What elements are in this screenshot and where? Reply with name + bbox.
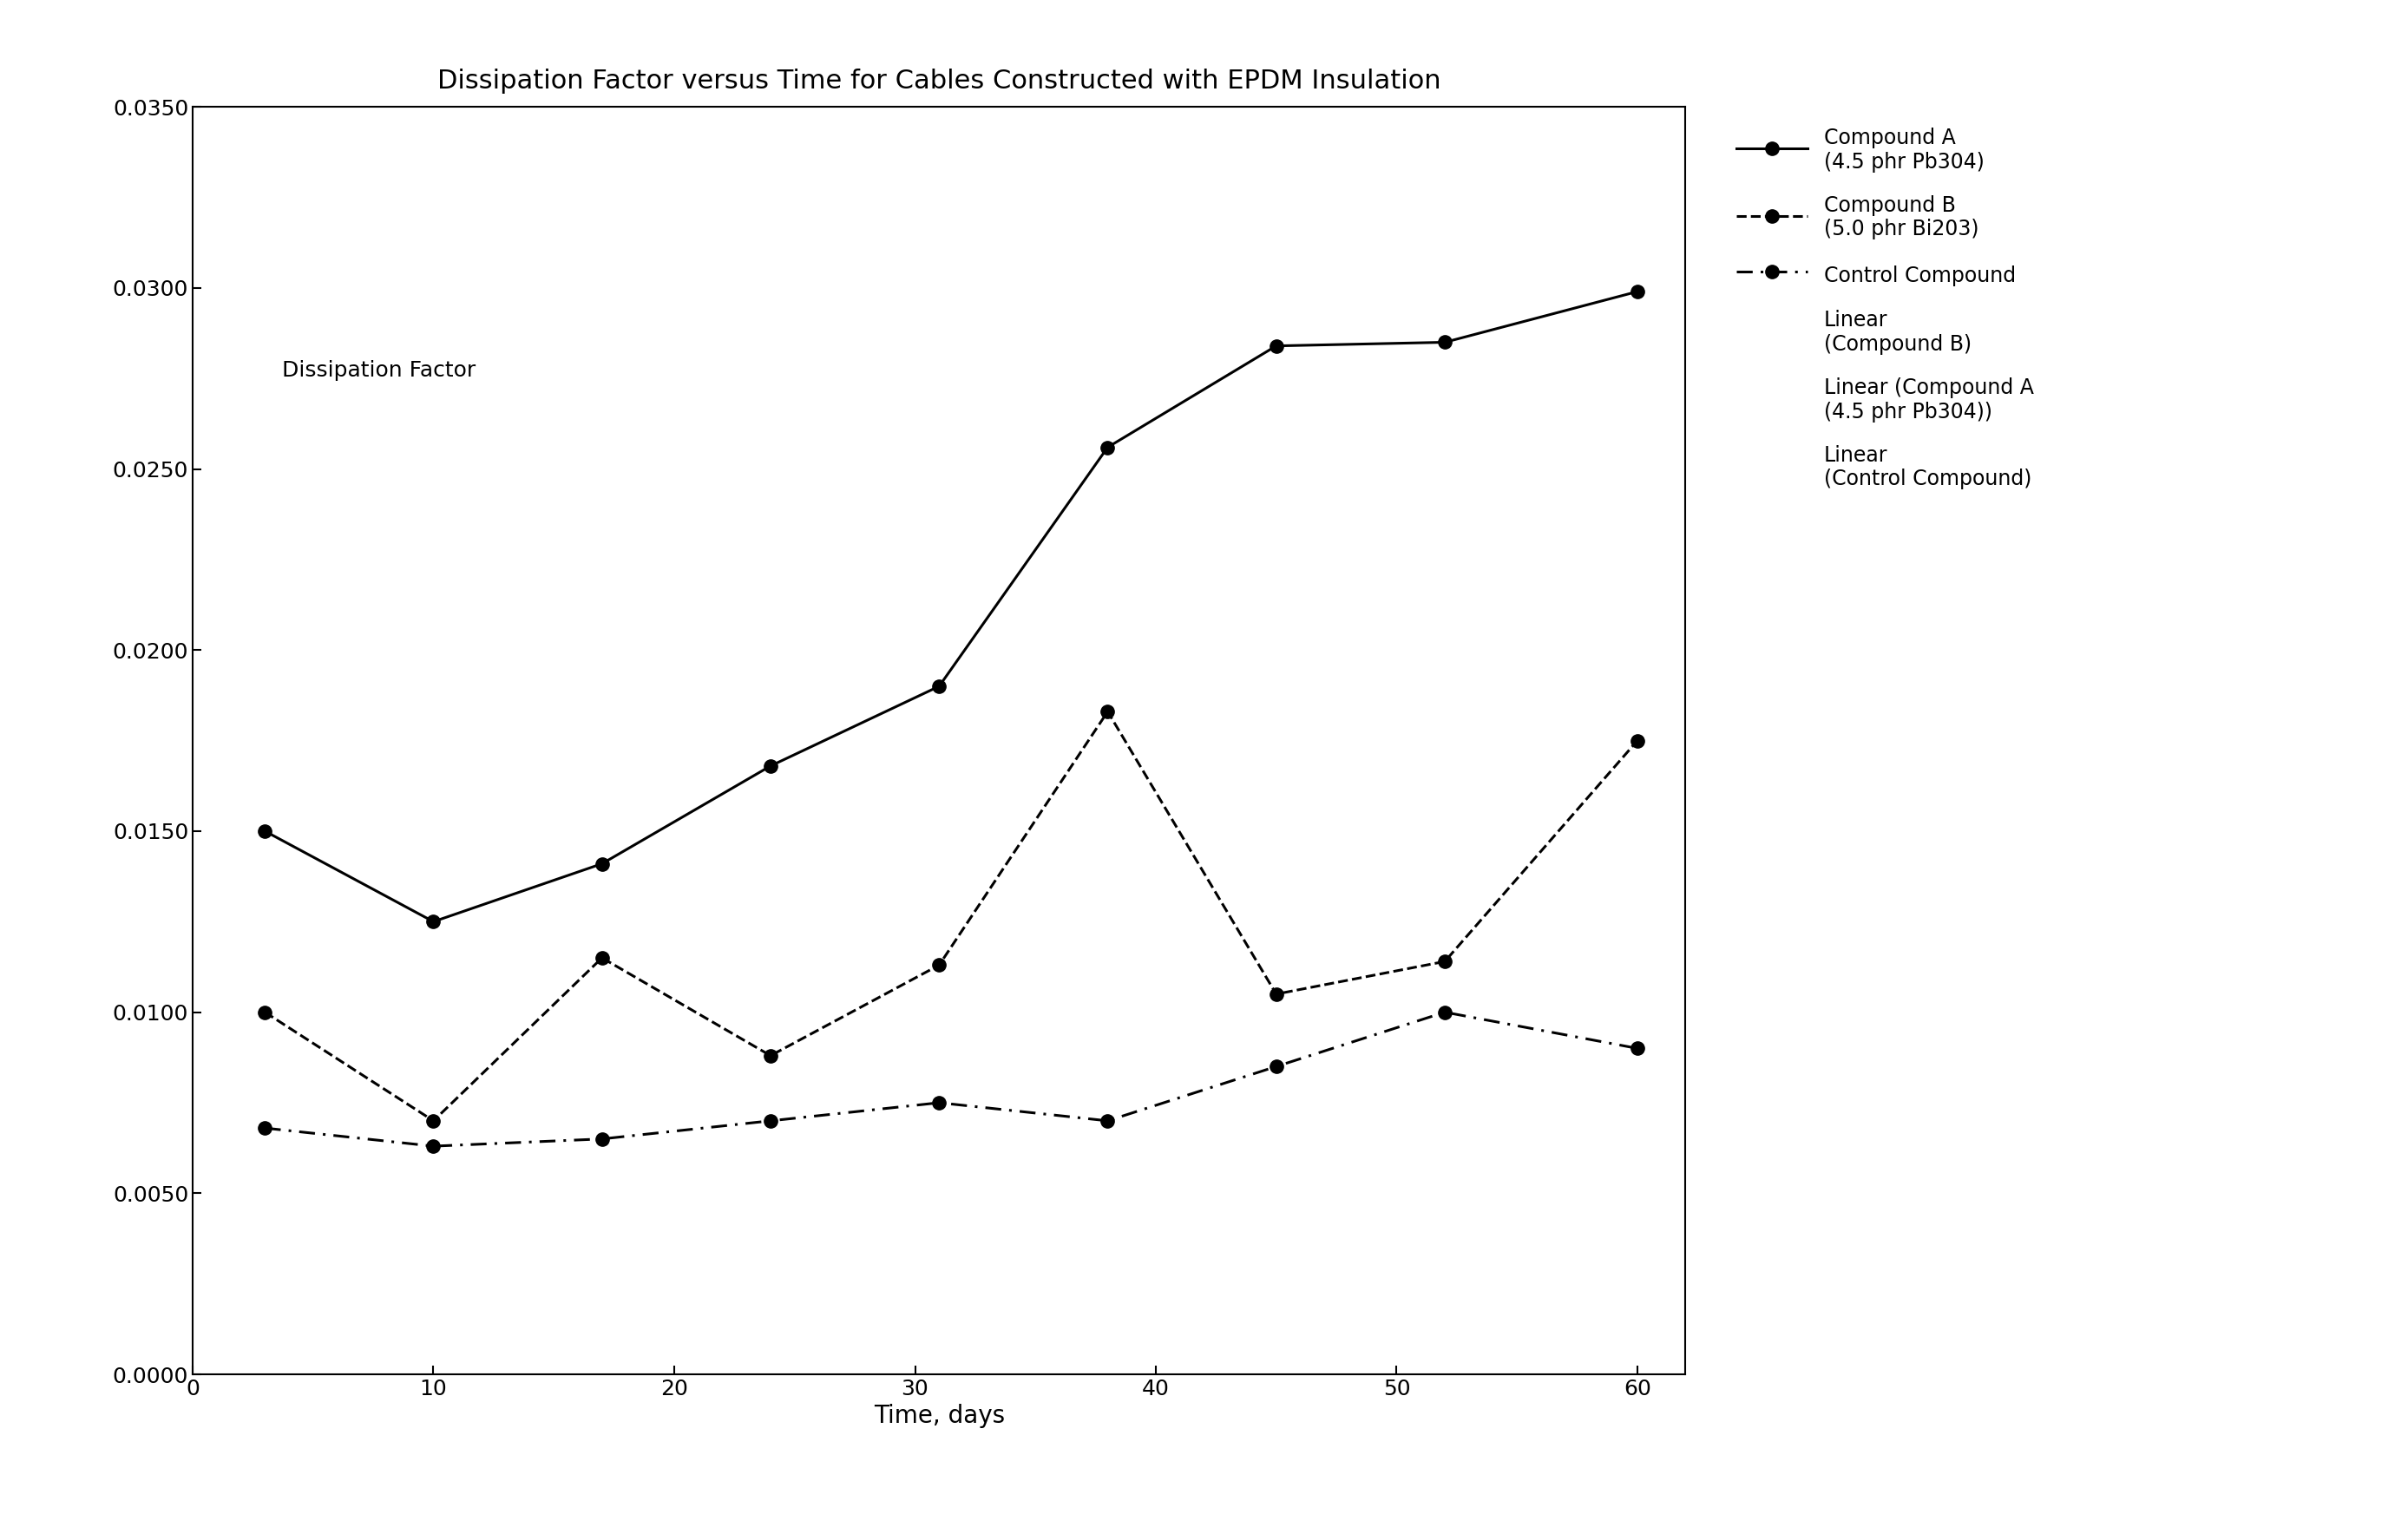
X-axis label: Time, days: Time, days [874,1405,1004,1428]
Text: Dissipation Factor: Dissipation Factor [282,360,477,382]
Title: Dissipation Factor versus Time for Cables Constructed with EPDM Insulation: Dissipation Factor versus Time for Cable… [438,69,1440,95]
Legend: Compound A
(4.5 phr Pb304), Compound B
(5.0 phr Bi203), Control Compound, Linear: Compound A (4.5 phr Pb304), Compound B (… [1727,118,2044,499]
